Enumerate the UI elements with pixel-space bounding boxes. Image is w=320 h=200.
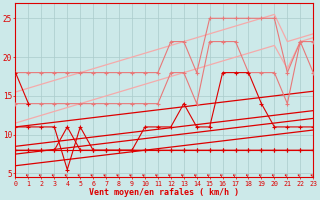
X-axis label: Vent moyen/en rafales ( km/h ): Vent moyen/en rafales ( km/h )	[89, 188, 239, 197]
